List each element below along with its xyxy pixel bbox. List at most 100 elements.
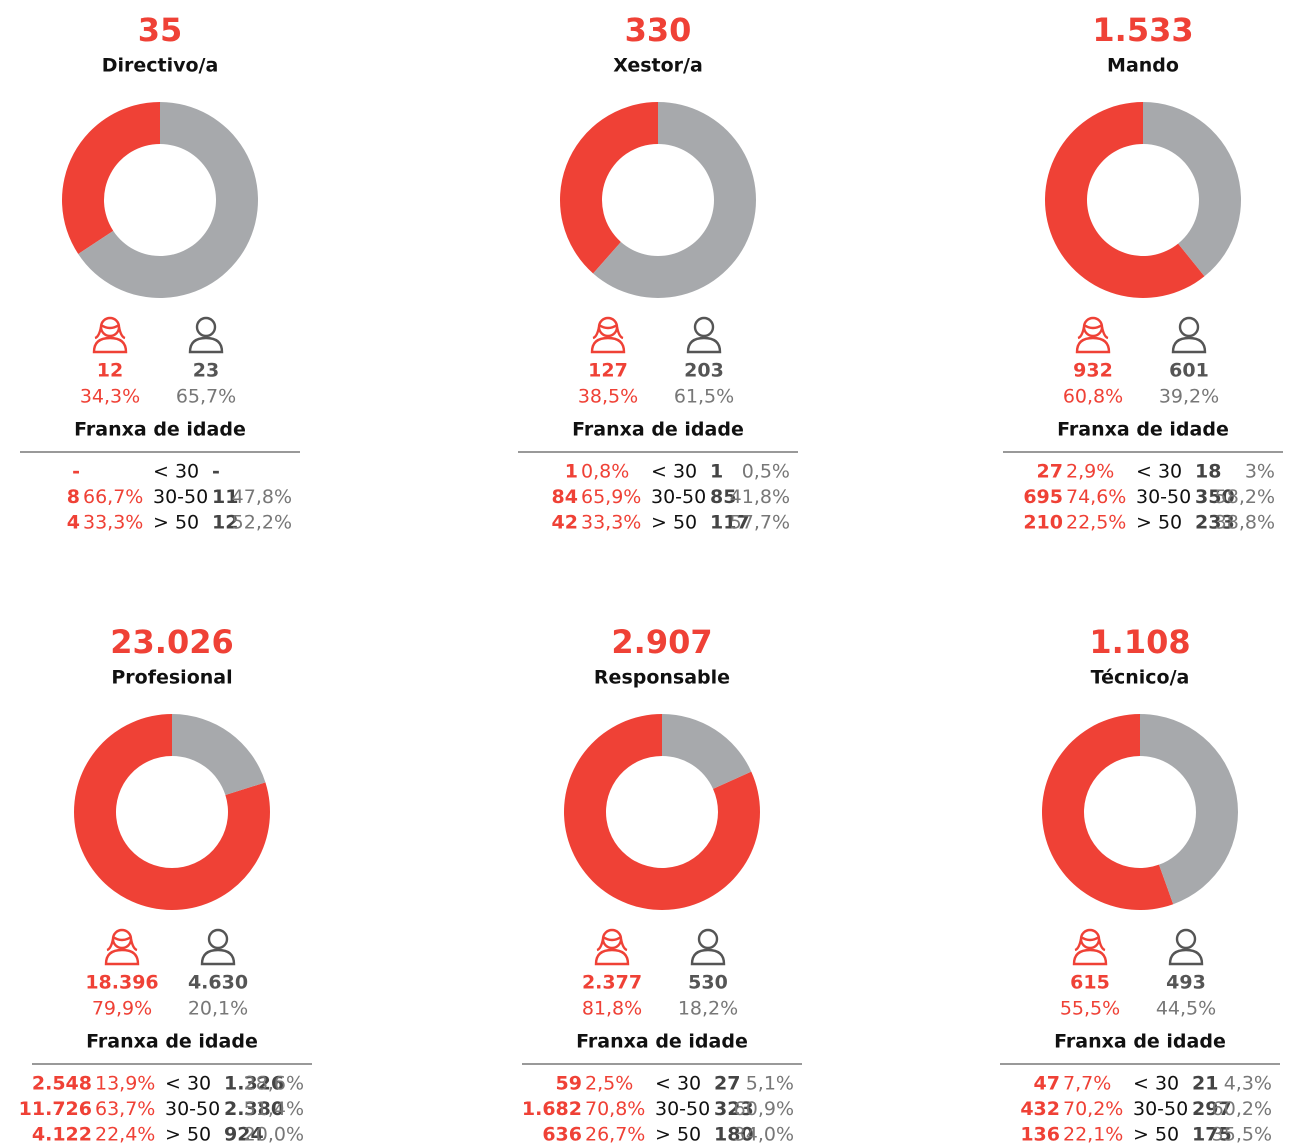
icon-body [594,948,630,966]
female-age-count: 1 [565,461,578,483]
age-title: Franxa de idade [74,419,246,441]
age-range: < 30 [655,1073,701,1095]
female-count: 932 [1073,360,1113,382]
male-age-count: 21 [1192,1073,1218,1095]
male-age-percent: 51,4% [244,1098,304,1120]
female-age-count: 210 [1023,512,1063,534]
age-range: > 50 [165,1124,211,1145]
age-range: < 30 [1133,1073,1179,1095]
female-age-count: 695 [1023,486,1063,508]
male-age-percent: 20,0% [244,1124,304,1145]
age-title: Franxa de idade [1054,1031,1226,1053]
icon-hair [1074,935,1106,952]
male-percent: 65,7% [176,386,236,408]
male-icon [1168,928,1204,966]
female-age-percent: 13,9% [95,1073,155,1095]
age-range: 30-50 [1133,1098,1188,1120]
female-icon [1075,316,1111,354]
female-age-count: 4.122 [32,1124,92,1145]
donut-slice [559,102,658,274]
female-icon [594,928,630,966]
female-age-percent: 70,8% [585,1098,645,1120]
female-icon [104,928,140,966]
female-age-count: 11.726 [19,1098,92,1120]
male-count: 203 [684,360,724,382]
donut-slice [1045,102,1205,298]
age-range: > 50 [1136,512,1182,534]
age-range: < 30 [1136,461,1182,483]
female-age-count: 42 [552,512,578,534]
donut-slice [1041,713,1174,910]
icon-body [1168,948,1204,966]
male-percent: 18,2% [678,998,738,1020]
male-age-count: 297 [1192,1098,1232,1120]
male-percent: 20,1% [188,998,248,1020]
age-range: < 30 [153,461,199,483]
male-age-count: 924 [224,1124,264,1145]
male-age-percent: 0,5% [742,461,790,483]
female-age-percent: 33,3% [581,512,641,534]
female-age-percent: 7,7% [1063,1073,1111,1095]
male-age-count: 27 [714,1073,740,1095]
donut-slice [62,102,160,254]
donut-slice [662,714,752,789]
age-title: Franxa de idade [1057,419,1229,441]
male-age-percent: 5,1% [746,1073,794,1095]
donut-slice [172,714,266,796]
icon-head [697,928,719,950]
male-age-percent: 57,7% [730,512,790,534]
male-age-count: 180 [714,1124,754,1145]
male-age-percent: 41,8% [730,486,790,508]
female-icon [1072,928,1108,966]
male-age-percent: 47,8% [232,486,292,508]
donut-slice [593,102,756,298]
male-age-count: 1 [710,461,723,483]
male-icon [686,316,722,354]
female-percent: 79,9% [92,998,152,1020]
icon-head [195,316,217,338]
age-title: Franxa de idade [86,1031,258,1053]
age-range: 30-50 [651,486,706,508]
female-icon [92,316,128,354]
male-age-count: 323 [714,1098,754,1120]
female-count: 12 [97,360,123,382]
male-age-percent: 60,2% [1212,1098,1272,1120]
male-age-count: 117 [710,512,750,534]
male-count: 493 [1166,972,1206,994]
total: 35 [138,11,183,49]
icon-head [1178,316,1200,338]
icon-body [590,336,626,354]
donut-slice [73,714,270,910]
icon-body [686,336,722,354]
female-age-percent: 0,8% [581,461,629,483]
icon-hair [94,323,126,340]
female-age-percent: 26,7% [585,1124,645,1145]
male-percent: 44,5% [1156,998,1216,1020]
male-age-count: 350 [1195,486,1235,508]
icon-hair [592,323,624,340]
age-range: 30-50 [153,486,208,508]
female-age-percent: 22,5% [1066,512,1126,534]
male-age-percent: 4,3% [1224,1073,1272,1095]
male-age-count: 233 [1195,512,1235,534]
female-age-count: 136 [1020,1124,1060,1145]
male-age-count: 2.380 [224,1098,284,1120]
female-age-percent: 2,9% [1066,461,1114,483]
category: Mando [1107,55,1179,77]
female-age-count: 27 [1037,461,1063,483]
total: 1.533 [1092,11,1193,49]
male-icon [1171,316,1207,354]
donut-slice [564,714,760,910]
female-icon [590,316,626,354]
male-age-percent: 35,5% [1212,1124,1272,1145]
donut-slice [1140,714,1238,905]
donut-slice [1143,102,1241,277]
male-age-count: 175 [1192,1124,1232,1145]
icon-body [690,948,726,966]
female-percent: 60,8% [1063,386,1123,408]
icon-head [1175,928,1197,950]
male-age-percent: 3% [1245,461,1275,483]
icon-head [693,316,715,338]
donut-slice [78,102,258,298]
